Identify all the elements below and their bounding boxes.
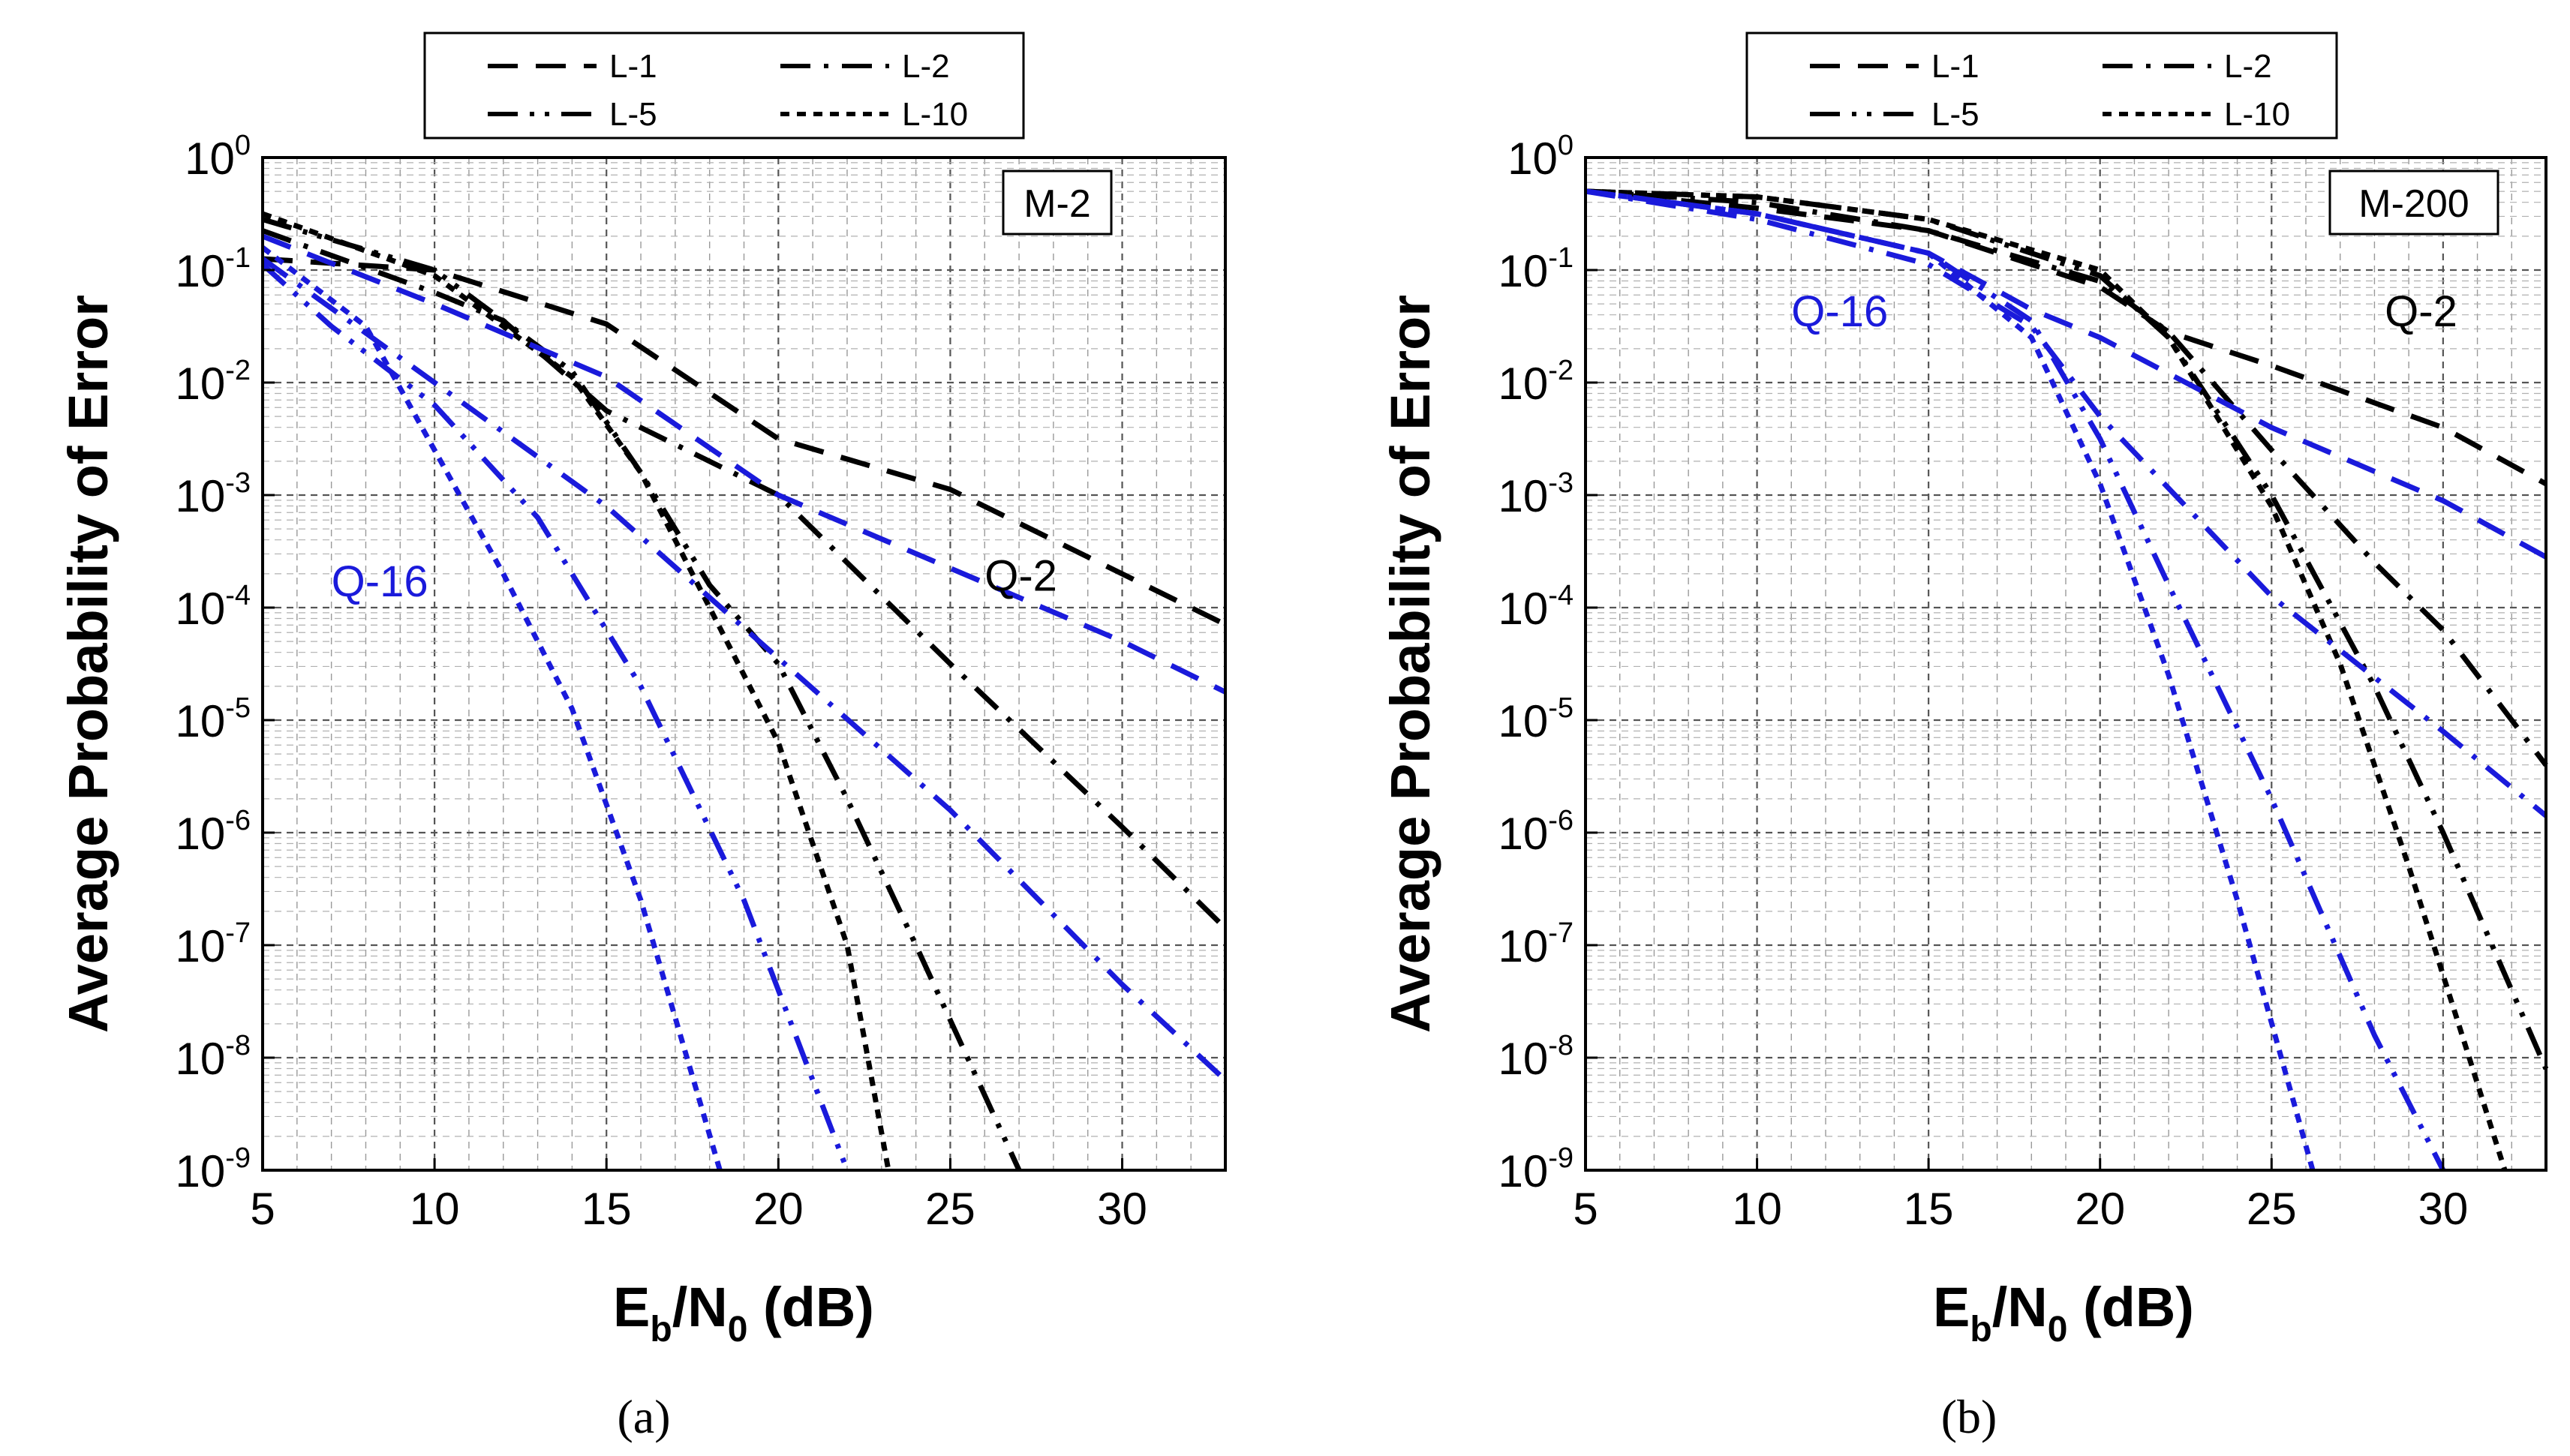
y-tick-label: 10-4	[175, 580, 251, 634]
y-tick-label: 10-5	[175, 692, 251, 746]
x-axis-title: Eb/N0 (dB)	[1933, 1276, 2194, 1349]
series-line	[261, 211, 891, 1171]
y-tick-label: 100	[185, 130, 251, 184]
legend-label: L-1	[609, 48, 657, 85]
xlabel-sub-0: 0	[728, 1310, 748, 1349]
panel-b: L-1 L-2 L-5 L-10 5 10 15 20 25 30 100 10-1 10-2 10-3…	[1379, 32, 2549, 1443]
panel-label: M-2	[1023, 182, 1091, 226]
y-tick-label: 10-9	[1498, 1142, 1574, 1196]
x-tick-label: 10	[410, 1184, 460, 1234]
annotations: Q-16 Q-2	[1791, 287, 2457, 336]
panel-label: M-200	[2358, 182, 2469, 226]
axis-ticks: 5 10 15 20 25 30 100 10-1 10-2 10-3 10-4 10-5 10-6 10…	[1498, 130, 2468, 1234]
x-tick-label: 30	[2418, 1184, 2468, 1234]
legend-label: L-10	[2224, 96, 2290, 133]
legend-label: L-1	[1931, 48, 1979, 85]
annotation-label: Q-2	[2385, 287, 2457, 336]
y-tick-label: 10-3	[175, 467, 251, 521]
y-tick-label: 10-5	[1498, 692, 1574, 746]
legend-label: L-5	[1931, 96, 1979, 133]
x-tick-label: 25	[2247, 1184, 2297, 1234]
panel-caption: (a)	[617, 1390, 670, 1443]
x-tick-label: 20	[753, 1184, 804, 1234]
y-tick-label: 10-3	[1498, 467, 1574, 521]
series-line	[1585, 188, 2508, 1172]
panel-caption: (b)	[1941, 1390, 1997, 1443]
y-tick-label: 10-7	[1498, 917, 1574, 971]
annotation-label: Q-2	[984, 552, 1057, 601]
xlabel-n: /N	[1992, 1276, 2048, 1338]
xlabel-sub-0: 0	[2048, 1310, 2068, 1349]
x-tick-label: 25	[925, 1184, 975, 1234]
y-axis-title: Average Probability of Error	[1379, 295, 1441, 1033]
x-tick-label: 10	[1732, 1184, 1782, 1234]
legend-label: L-5	[609, 96, 657, 133]
series-line	[262, 256, 1227, 627]
legend-label: L-10	[902, 96, 968, 133]
series-line	[261, 233, 1227, 695]
xlabel-n: /N	[672, 1276, 728, 1338]
xlabel-db: (dB)	[747, 1276, 874, 1338]
legend-box: L-1 L-2 L-5 L-10	[423, 32, 1025, 140]
series-line	[260, 245, 723, 1171]
y-tick-label: 10-8	[1498, 1030, 1574, 1084]
annotation-label: Q-16	[1791, 287, 1888, 336]
series-line	[1585, 188, 2547, 487]
x-tick-label: 5	[250, 1184, 275, 1234]
series-line	[260, 262, 850, 1172]
y-tick-label: 10-8	[175, 1030, 251, 1084]
x-tick-label: 5	[1573, 1184, 1598, 1234]
series-line	[1585, 188, 2316, 1171]
series-line	[260, 257, 1228, 1082]
series-line	[1585, 188, 2548, 767]
annotations: Q-16 Q-2	[332, 552, 1057, 607]
plot-frame	[1584, 156, 2547, 1172]
legend-label: L-2	[2224, 48, 2272, 85]
panel-label-box: M-2	[1002, 170, 1113, 236]
y-tick-label: 10-7	[175, 917, 251, 971]
y-axis-title: Average Probability of Error	[57, 295, 119, 1033]
xlabel-sub-b: b	[650, 1310, 672, 1349]
x-tick-label: 15	[582, 1184, 632, 1234]
x-tick-label: 15	[1904, 1184, 1954, 1234]
x-tick-label: 30	[1097, 1184, 1147, 1234]
x-tick-label: 20	[2075, 1184, 2125, 1234]
y-tick-label: 10-1	[1498, 242, 1574, 296]
panel-label-box: M-200	[2328, 170, 2499, 236]
y-tick-label: 10-9	[175, 1142, 251, 1196]
y-tick-label: 10-4	[1498, 580, 1574, 634]
grid	[1586, 158, 2546, 1170]
series-group	[260, 211, 1228, 1172]
legend-label: L-2	[902, 48, 950, 85]
grid	[263, 158, 1225, 1170]
xlabel-sub-b: b	[1970, 1310, 1991, 1349]
y-tick-label: 10-6	[175, 805, 251, 859]
xlabel-db: (dB)	[2067, 1276, 2194, 1338]
series-line	[1585, 188, 2548, 818]
series-group	[1585, 188, 2549, 1172]
y-tick-label: 10-6	[1498, 805, 1574, 859]
y-tick-label: 10-2	[1498, 355, 1574, 409]
series-line	[1585, 188, 2446, 1172]
x-axis-title: Eb/N0 (dB)	[613, 1276, 874, 1349]
panel-a: L-1 L-2 L-5 L-10 5 10 15 20 25 30 100 10-1 10-2 10-3…	[57, 32, 1228, 1443]
axis-ticks: 5 10 15 20 25 30 100 10-1 10-2 10-3 10-4 10-5 10-6 10…	[175, 130, 1147, 1234]
series-line	[261, 228, 1228, 930]
legend-box: L-1 L-2 L-5 L-10	[1745, 32, 2338, 140]
y-tick-label: 10-2	[175, 355, 251, 409]
xlabel-e: E	[613, 1276, 650, 1338]
plot-frame	[261, 156, 1227, 1172]
series-line	[262, 217, 1022, 1172]
y-tick-label: 10-1	[175, 242, 251, 296]
annotation-label: Q-16	[332, 557, 428, 606]
y-tick-label: 100	[1507, 130, 1574, 184]
xlabel-e: E	[1933, 1276, 1970, 1338]
